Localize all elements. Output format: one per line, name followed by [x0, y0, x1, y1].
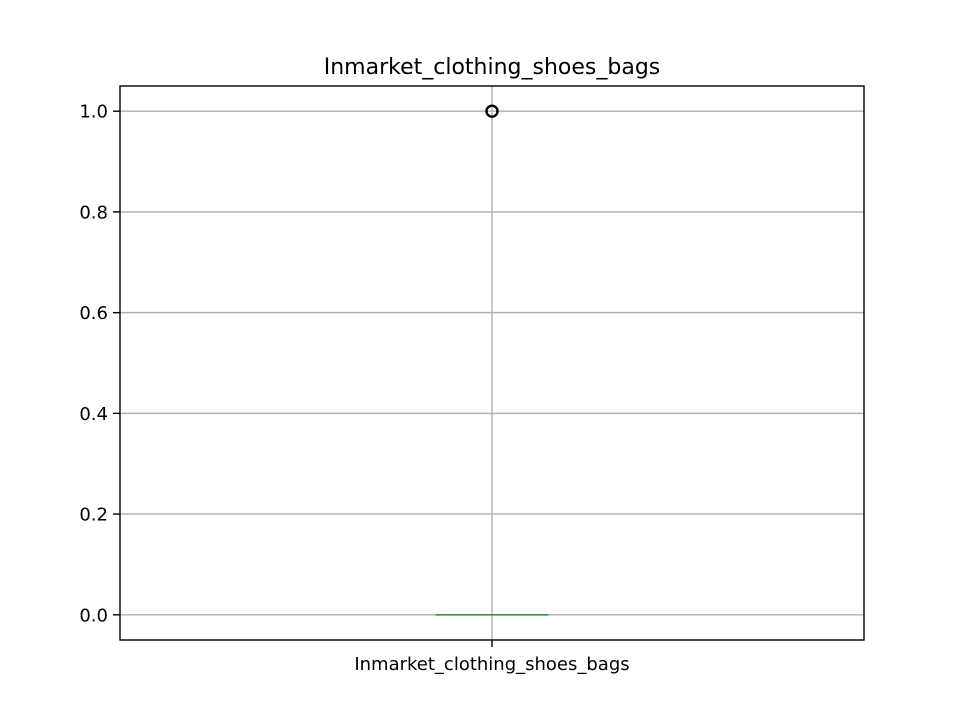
y-tick-label: 0.4 [79, 404, 108, 425]
y-tick-label: 0.6 [79, 303, 108, 324]
marks-layer [435, 104, 549, 616]
y-tick-label: 0.2 [79, 505, 108, 526]
chart-title: Inmarket_clothing_shoes_bags [324, 55, 661, 80]
ticks-layer: 0.0 0.2 0.4 0.6 0.8 1.0 Inmarket_clothing_shoe… [79, 102, 629, 675]
y-tick-label: 0.8 [79, 202, 108, 223]
y-tick-label: 1.0 [79, 102, 108, 123]
outlier-point [485, 104, 499, 118]
grid-layer [120, 86, 864, 640]
x-tick-label: Inmarket_clothing_shoes_bags [354, 654, 629, 675]
y-tick-label: 0.0 [79, 605, 108, 626]
